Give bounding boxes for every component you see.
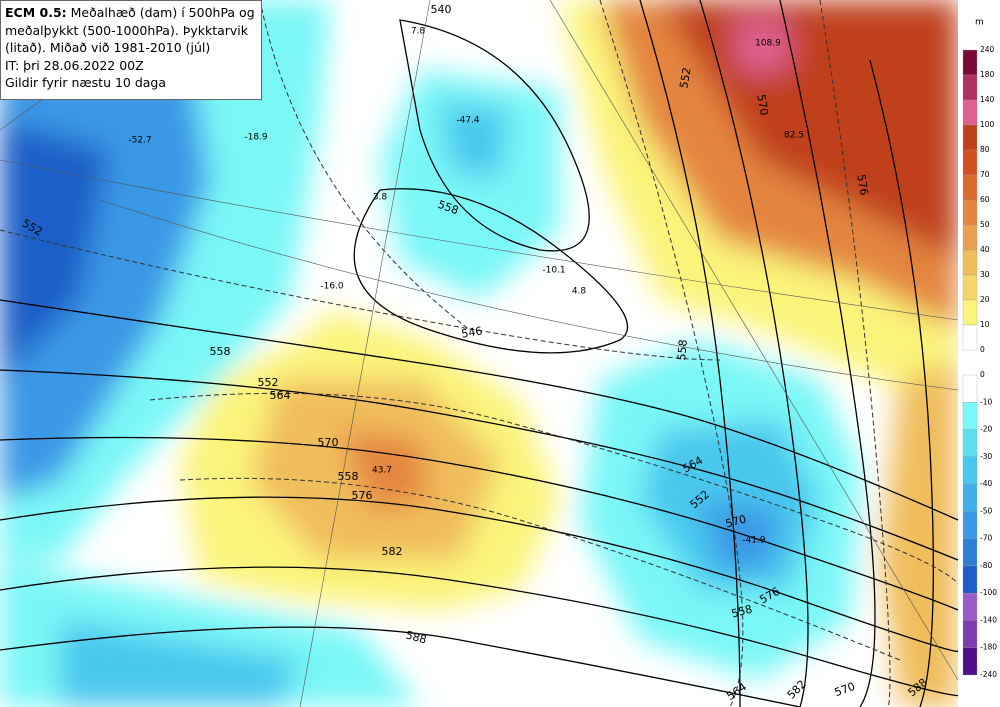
colorbar-cell [962, 647, 978, 676]
colorbar-tick: -70 [980, 534, 992, 543]
title-text: (litað). Miðað við 1981-2010 (júl) [5, 40, 211, 55]
colorbar-cell [962, 402, 978, 430]
colorbar-tick: -40 [980, 479, 992, 488]
colorbar-cell [962, 593, 978, 621]
title-box: ECM 0.5: Meðalhæð (dam) í 500hPa og meða… [0, 0, 262, 100]
colorbar-cell [962, 565, 978, 594]
contour-label: 552 [677, 66, 693, 89]
contour-label: 582 [382, 545, 403, 558]
contour-label: 558 [210, 345, 231, 358]
thickness-contours [0, 0, 964, 707]
title-text: meðalþykkt (500-1000hPa). Þykktarvik [5, 22, 249, 38]
colorbar-tick: 60 [980, 195, 990, 204]
anomaly-label: -41.9 [742, 536, 766, 546]
anomaly-label: -47.4 [456, 116, 480, 126]
colorbar-tick: -50 [980, 506, 992, 515]
contour-label: 570 [318, 436, 339, 449]
anomaly-label: 7.8 [411, 27, 426, 37]
contour-label: 570 [754, 93, 770, 116]
colorbar-tick: 0 [980, 345, 985, 354]
anomaly-label: 3.8 [373, 193, 388, 203]
colorbar-cell [962, 99, 978, 126]
colorbar-tick: 20 [980, 295, 990, 304]
colorbar-tick: 180 [980, 70, 995, 79]
colorbar-tick: -20 [980, 425, 992, 434]
contour-label: 558 [338, 470, 359, 483]
anomaly-label: 82.5 [784, 131, 804, 141]
colorbar-cell [962, 538, 978, 567]
contour-label: 558 [730, 603, 754, 621]
model-name: ECM 0.5: [5, 5, 67, 20]
colorbar-tick: -30 [980, 452, 992, 461]
colorbar-cell [962, 274, 978, 301]
height-contours [0, 0, 964, 707]
anomaly-label: -16.0 [320, 282, 344, 292]
colorbar-tick: 10 [980, 320, 990, 329]
contour-label: 540 [431, 3, 452, 16]
colorbar-cell [962, 74, 978, 101]
anomaly-label: -52.7 [128, 136, 151, 146]
colorbar-tick: -10 [980, 397, 992, 406]
colorbar-cell [962, 199, 978, 226]
colorbar-cell [962, 299, 978, 326]
colorbar-cell [962, 174, 978, 201]
anomaly-label: -10.1 [542, 266, 565, 276]
graticule [0, 0, 959, 707]
colorbar-tick: 240 [980, 45, 995, 54]
colorbar-tick: 80 [980, 145, 990, 154]
colorbar-tick: 100 [980, 120, 995, 129]
anomaly-label: 108.9 [755, 39, 781, 49]
colorbar-tick: -140 [980, 615, 997, 624]
colorbar-tick: 30 [980, 270, 990, 279]
colorbar-cell [962, 49, 978, 76]
contour-label: 564 [270, 389, 291, 402]
colorbar-tick: 140 [980, 95, 995, 104]
contour-label: 576 [352, 489, 373, 502]
anomaly-label: 4.8 [572, 287, 587, 297]
colorbar-cell [962, 324, 978, 351]
colorbar-cell [962, 124, 978, 151]
colorbar-cell [962, 483, 978, 512]
colorbar-cell [962, 149, 978, 176]
contour-label: 570 [724, 513, 748, 531]
contour-label: 552 [258, 376, 279, 389]
colorbar-tick: 50 [980, 220, 990, 229]
colorbar-cell [962, 511, 978, 539]
anomaly-label: -18.9 [244, 133, 268, 143]
colorbar-cell [962, 249, 978, 276]
title-line: ECM 0.5: Meðalhæð (dam) í 500hPa og [5, 4, 257, 22]
contour-label: 546 [460, 324, 483, 340]
colorbar-tick: 70 [980, 170, 990, 179]
colorbar-tick: -100 [980, 588, 997, 597]
colorbar-tick: 0 [980, 370, 985, 379]
colorbar-unit: m [975, 18, 984, 28]
colorbar-tick: -180 [980, 643, 997, 652]
colorbar-cell [962, 620, 978, 648]
colorbar-cell [962, 456, 978, 485]
validity: Gildir fyrir næstu 10 daga [5, 75, 167, 90]
colorbar-tick: -240 [980, 670, 997, 679]
title-text: Meðalhæð (dam) í 500hPa og [70, 5, 255, 20]
run-time: IT: þri 28.06.2022 00Z [5, 57, 144, 73]
colorbar-cell [962, 429, 978, 457]
colorbar-tick: -80 [980, 561, 992, 570]
contour-label: 558 [675, 339, 690, 361]
colorbar-cell [962, 224, 978, 251]
contour-label: 576 [854, 173, 870, 196]
colorbar-tick: 40 [980, 245, 990, 254]
colorbar-cell [962, 374, 978, 403]
contour-label: 588 [404, 629, 428, 647]
anomaly-label: 43.7 [372, 466, 392, 476]
